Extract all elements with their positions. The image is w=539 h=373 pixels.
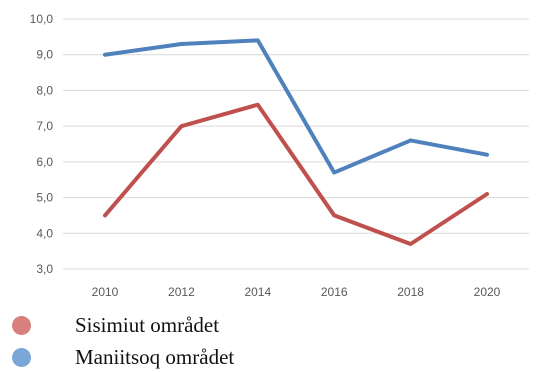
y-axis-ticks: 3,0 4,0 5,0 6,0 7,0 8,0 9,0 10,0 — [30, 12, 54, 276]
x-tick-label: 2016 — [321, 285, 348, 299]
x-tick-label: 2020 — [474, 285, 501, 299]
line-chart: 3,04,05,06,07,08,09,010,0 2010 2012 2014 20… — [30, 12, 529, 299]
legend-label-maniitsoq: Maniitsoq området — [75, 344, 235, 369]
y-tick-label: 8,0 — [36, 83, 53, 97]
legend: Sisimiut området Maniitsoq området — [12, 309, 234, 373]
y-tick-label: 10,0 — [30, 12, 54, 26]
y-tick-label: 9,0 — [36, 48, 53, 62]
legend-item-sisimiut: Sisimiut området — [12, 309, 234, 341]
legend-label-sisimiut: Sisimiut området — [75, 312, 220, 337]
y-tick-label: 3,0 — [36, 262, 53, 276]
gridlines — [63, 18, 529, 270]
x-tick-label: 2018 — [397, 285, 424, 299]
y-tick-label: 5,0 — [36, 191, 53, 205]
x-axis-ticks: 2010 2012 2014 2016 2018 2020 — [92, 285, 501, 299]
series-lines — [103, 38, 489, 246]
series-line-sisimiut — [103, 102, 489, 246]
x-tick-label: 2012 — [168, 285, 195, 299]
x-tick-label: 2010 — [92, 285, 119, 299]
legend-marker-maniitsoq — [12, 347, 31, 367]
x-tick-label: 2014 — [244, 285, 271, 299]
legend-marker-sisimiut — [12, 315, 31, 335]
y-tick-label: 7,0 — [36, 119, 53, 133]
legend-item-maniitsoq: Maniitsoq området — [12, 341, 234, 373]
y-tick-label: 4,0 — [36, 226, 53, 240]
y-tick-label: 6,0 — [36, 155, 53, 169]
series-line-maniitsoq — [103, 38, 489, 175]
